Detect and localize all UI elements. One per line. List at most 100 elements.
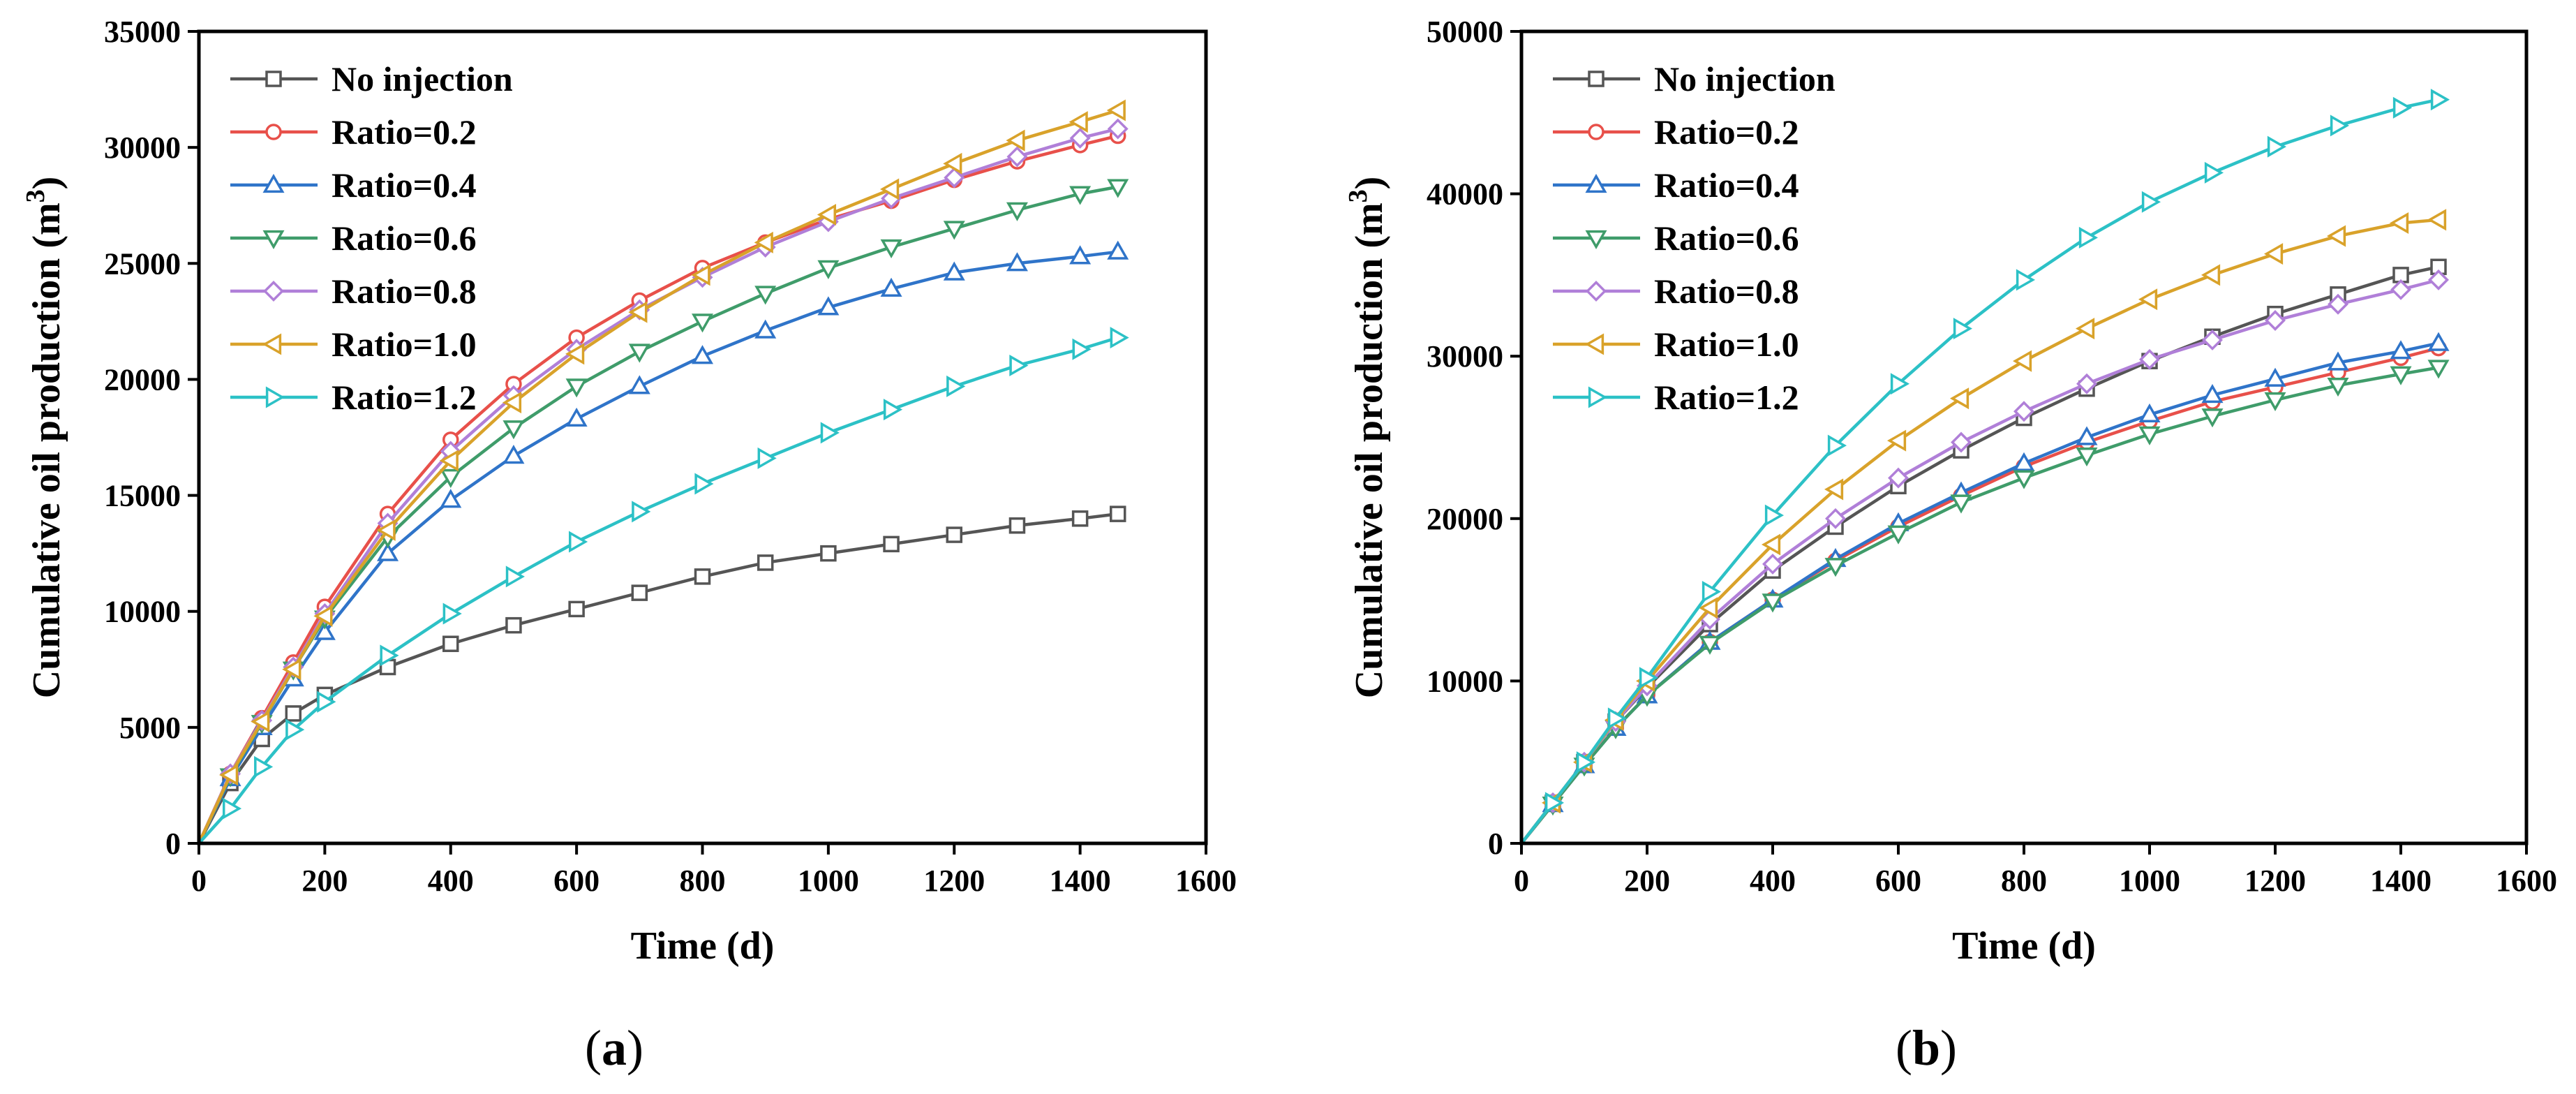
chart-b-series-ratio-0-6 [1520, 360, 2450, 845]
chart-b-series-ratio-0-8-point [1762, 553, 1783, 575]
chart-a-series-no-injection-point [631, 584, 648, 601]
chart-b-series-ratio-0-8-point [2013, 401, 2034, 422]
chart-b-series-ratio-1-2-point [1953, 318, 1973, 340]
chart-b-y-ticks: 0 10000 20000 30000 40000 50000 [1427, 15, 1521, 861]
chart-b-legend-entry-marker [1584, 333, 1605, 355]
chart-b-y-axis-title-main: Cumulative oil production (m [1348, 202, 1391, 698]
chart-b-series-ratio-0-6-point [2327, 377, 2349, 397]
chart-b-series-ratio-0-8-point [2428, 269, 2449, 290]
chart-b-series-ratio-0-2-line [1520, 346, 2439, 845]
chart-b-legend-entry-label: Ratio=1.2 [1654, 378, 1799, 417]
chart-b-series-ratio-0-4-point [2201, 383, 2224, 404]
chart-a-series-ratio-1-0-point [313, 605, 333, 627]
chart-b-series-ratio-0-6-point [2264, 392, 2286, 412]
chart-b-legend-entry-label: Ratio=0.6 [1654, 219, 1799, 258]
chart-a-x-tick-label: 1000 [798, 864, 859, 898]
chart-a-x-ticks: 0 200 400 600 800 1000 1200 1400 1600 [191, 843, 1237, 898]
chart-a-series-ratio-1-2-point [1072, 338, 1092, 360]
chart-b-series-ratio-1-2-point [1764, 504, 1785, 526]
chart-a-legend-entry: Ratio=0.2 [230, 112, 477, 151]
chart-a-legend-entry-label: Ratio=1.0 [332, 325, 477, 364]
chart-b-x-tick-label: 200 [1624, 864, 1670, 898]
chart-b-series-ratio-0-4-point [2327, 351, 2349, 371]
chart-a-legend-entry-marker [262, 173, 285, 193]
chart-b-series-ratio-0-4-point [2264, 367, 2286, 387]
chart-b-legend-entry-label: Ratio=0.8 [1654, 272, 1799, 311]
chart-a-y-tick-label: 25000 [104, 246, 181, 281]
chart-a-legend-entry: Ratio=0.8 [230, 272, 477, 311]
chart-a-series-no-injection-line [198, 512, 1119, 845]
chart-b-series-ratio-0-6-point [1699, 635, 1721, 655]
chart-b-y-tick-label: 30000 [1427, 339, 1503, 374]
chart-a-series-ratio-0-4-point [880, 277, 902, 297]
chart-a-series-no-injection-point [505, 616, 522, 634]
chart-a-series-ratio-0-4-point [754, 319, 777, 339]
chart-b-legend-entry-marker [1585, 173, 1607, 193]
chart-a-series [197, 99, 1129, 845]
chart-b-series-ratio-1-2-point [2204, 161, 2224, 184]
chart-a-series-ratio-1-0-point [1006, 129, 1025, 151]
chart-a-x-tick-label: 1200 [923, 864, 985, 898]
chart-a-x-axis-title: Time (d) [631, 924, 775, 968]
chart-b-series-ratio-1-0-point [2389, 212, 2409, 234]
chart-a-series-ratio-0-8-point [1107, 118, 1129, 140]
chart-b-legend-entry-label: Ratio=1.0 [1654, 325, 1799, 364]
chart-a-legend-entry-label: Ratio=0.6 [332, 219, 477, 258]
chart-a-series-ratio-0-6-point [565, 378, 588, 398]
chart-b-series-ratio-0-6-line [1520, 366, 2439, 845]
chart-b-series-ratio-1-0-point [1824, 478, 1844, 501]
chart-a-series-ratio-0-8-point [1069, 127, 1091, 149]
chart-a-series-ratio-1-2-point [694, 473, 714, 495]
chart-b-series-ratio-0-6-point [2390, 366, 2412, 385]
chart-a-series-ratio-1-2-point [757, 447, 777, 469]
chart-a-y-tick-label: 35000 [104, 15, 181, 49]
chart-b-y-tick-label: 20000 [1427, 502, 1503, 536]
chart-b-series-ratio-1-2-point [1639, 667, 1659, 689]
chart-a-series-ratio-1-0-point [502, 392, 522, 414]
chart-a-legend-entry: Ratio=1.0 [230, 325, 477, 364]
chart-b-series-ratio-0-8-point [2202, 329, 2223, 350]
chart-b-y-axis-title-sup: 3 [1343, 189, 1373, 202]
chart-a-series-ratio-0-4-point [691, 345, 714, 364]
chart-b-x-tick-label: 1400 [2370, 864, 2432, 898]
chart-b-series-ratio-1-2 [1520, 89, 2450, 845]
chart-b-legend-entry-marker [1585, 230, 1607, 250]
chart-b-x-tick-label: 400 [1750, 864, 1796, 898]
chart-a-series-ratio-0-6-point [502, 420, 525, 440]
chart-b-panel-label-letter: b [1912, 1020, 1940, 1076]
chart-a-legend-entry: Ratio=0.6 [230, 219, 477, 258]
chart-a-legend-entry-marker [263, 281, 284, 302]
chart-a-panel-label-letter: a [602, 1020, 627, 1076]
chart-b-series-ratio-0-8-point [1888, 467, 1909, 489]
chart-a-x-tick-label: 400 [428, 864, 474, 898]
chart-a-series-ratio-0-4-point [440, 489, 462, 508]
chart-b-x-tick-label: 0 [1514, 864, 1529, 898]
chart-a-series-ratio-0-4-point [377, 542, 399, 561]
chart-b-legend-entry-marker [1588, 124, 1605, 140]
chart-a-series-no-injection-point [820, 545, 837, 562]
chart-b-series-ratio-0-6-point [1762, 593, 1784, 613]
chart-a-series-ratio-1-2-point [1110, 327, 1129, 349]
chart-a-series-ratio-0-6-point [691, 313, 714, 333]
chart-a-series-ratio-1-0 [197, 99, 1126, 844]
chart-a-y-tick-label: 5000 [119, 711, 181, 745]
chart-b-y-tick-label: 10000 [1427, 664, 1503, 698]
chart-a-series-ratio-0-4-line [197, 250, 1119, 844]
chart-b-series-ratio-0-6-point [2138, 426, 2161, 445]
chart-a-series-no-injection-point [1071, 510, 1089, 527]
chart-a-series-no-injection-point [568, 600, 585, 618]
chart-b-y-tick-label: 40000 [1427, 177, 1503, 212]
chart-a-series-ratio-0-6-point [1069, 186, 1092, 205]
chart-a-series-ratio-0-4-point [313, 621, 336, 640]
chart-a-legend-entry-marker [262, 333, 282, 355]
chart-a-series-ratio-0-4-point [628, 375, 650, 394]
chart-a-legend-entry-label: No injection [332, 59, 513, 98]
chart-a-series-ratio-0-4-point [817, 296, 840, 316]
chart-a-series-ratio-1-2-point [505, 566, 525, 588]
chart-a-series-ratio-1-0-point [817, 203, 836, 226]
chart-b-series-ratio-1-0-point [2326, 225, 2346, 247]
chart-b-series-ratio-0-8-point [2265, 310, 2286, 332]
chart-a-series-no-injection-point [1008, 517, 1026, 534]
chart-b-series-ratio-1-0-point [1698, 597, 1718, 619]
chart-a-panel-label-close: ) [627, 1020, 643, 1076]
